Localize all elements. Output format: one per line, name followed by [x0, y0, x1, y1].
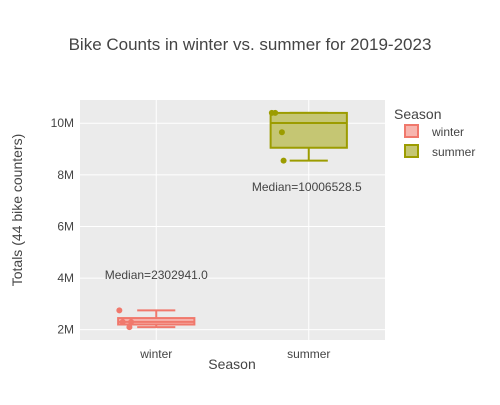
box-summer: [268, 109, 348, 164]
y-tick-label: 10M: [51, 116, 74, 130]
data-point: [278, 129, 285, 136]
y-tick-label: 8M: [57, 168, 74, 182]
y-tick-label: 6M: [57, 219, 74, 233]
x-axis-label: Season: [208, 356, 255, 372]
legend-label: winter: [431, 125, 464, 139]
legend-title: Season: [394, 106, 441, 122]
y-tick-label: 2M: [57, 323, 74, 337]
data-point: [126, 324, 133, 331]
median-annotation: Median=2302941.0: [105, 268, 208, 282]
data-point: [272, 109, 279, 116]
legend: Season winter summer: [394, 106, 475, 159]
legend-item-summer: summer: [404, 144, 475, 159]
data-point: [119, 318, 126, 325]
median-annotation: Median=10006528.5: [252, 180, 362, 194]
data-point: [128, 318, 135, 325]
ticks-layer: 2M 4M 6M 8M 10M winter summer: [51, 116, 331, 361]
legend-item-winter: winter: [404, 124, 464, 139]
y-axis-label: Totals (44 bike counters): [9, 134, 25, 287]
legend-swatch: [404, 144, 419, 158]
legend-swatch: [404, 124, 419, 138]
marks-layer: [116, 109, 348, 331]
data-point: [116, 307, 123, 314]
x-tick-label: summer: [287, 347, 330, 361]
legend-items: winter summer: [404, 124, 475, 159]
annotation-layer: Median=2302941.0 Median=10006528.5: [105, 180, 362, 282]
chart-title: Bike Counts in winter vs. summer for 201…: [69, 35, 432, 54]
data-point: [280, 157, 287, 164]
y-tick-label: 4M: [57, 271, 74, 285]
box-winter: [116, 307, 196, 331]
legend-label: summer: [432, 145, 475, 159]
x-tick-label: winter: [139, 347, 172, 361]
